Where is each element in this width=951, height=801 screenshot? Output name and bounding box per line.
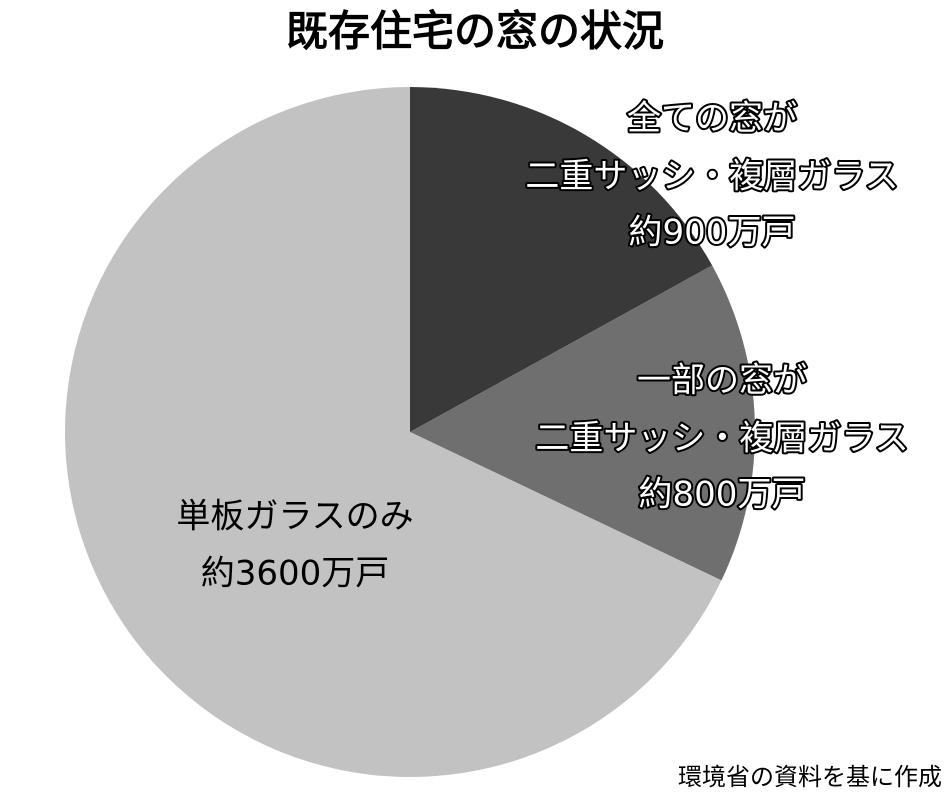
chart-title: 既存住宅の窓の状況	[286, 7, 664, 56]
slice-label: 単板ガラスのみ	[176, 497, 413, 537]
pie-slice	[410, 87, 713, 432]
slice-label: 全ての窓が	[627, 99, 797, 139]
value-label: 約800万戸	[639, 475, 806, 515]
value-label: 約3600万戸	[201, 554, 390, 594]
slice-label: 二重サッシ・複層ガラス	[535, 419, 908, 459]
slice-label: 二重サッシ・複層ガラス	[525, 157, 898, 197]
pie-slice	[410, 265, 756, 581]
value-label: 約900万戸	[629, 213, 796, 253]
pie-slice	[65, 87, 722, 778]
source-note: 環境省の資料を基に作成	[678, 763, 942, 791]
slice-label: 一部の窓が	[637, 361, 807, 401]
